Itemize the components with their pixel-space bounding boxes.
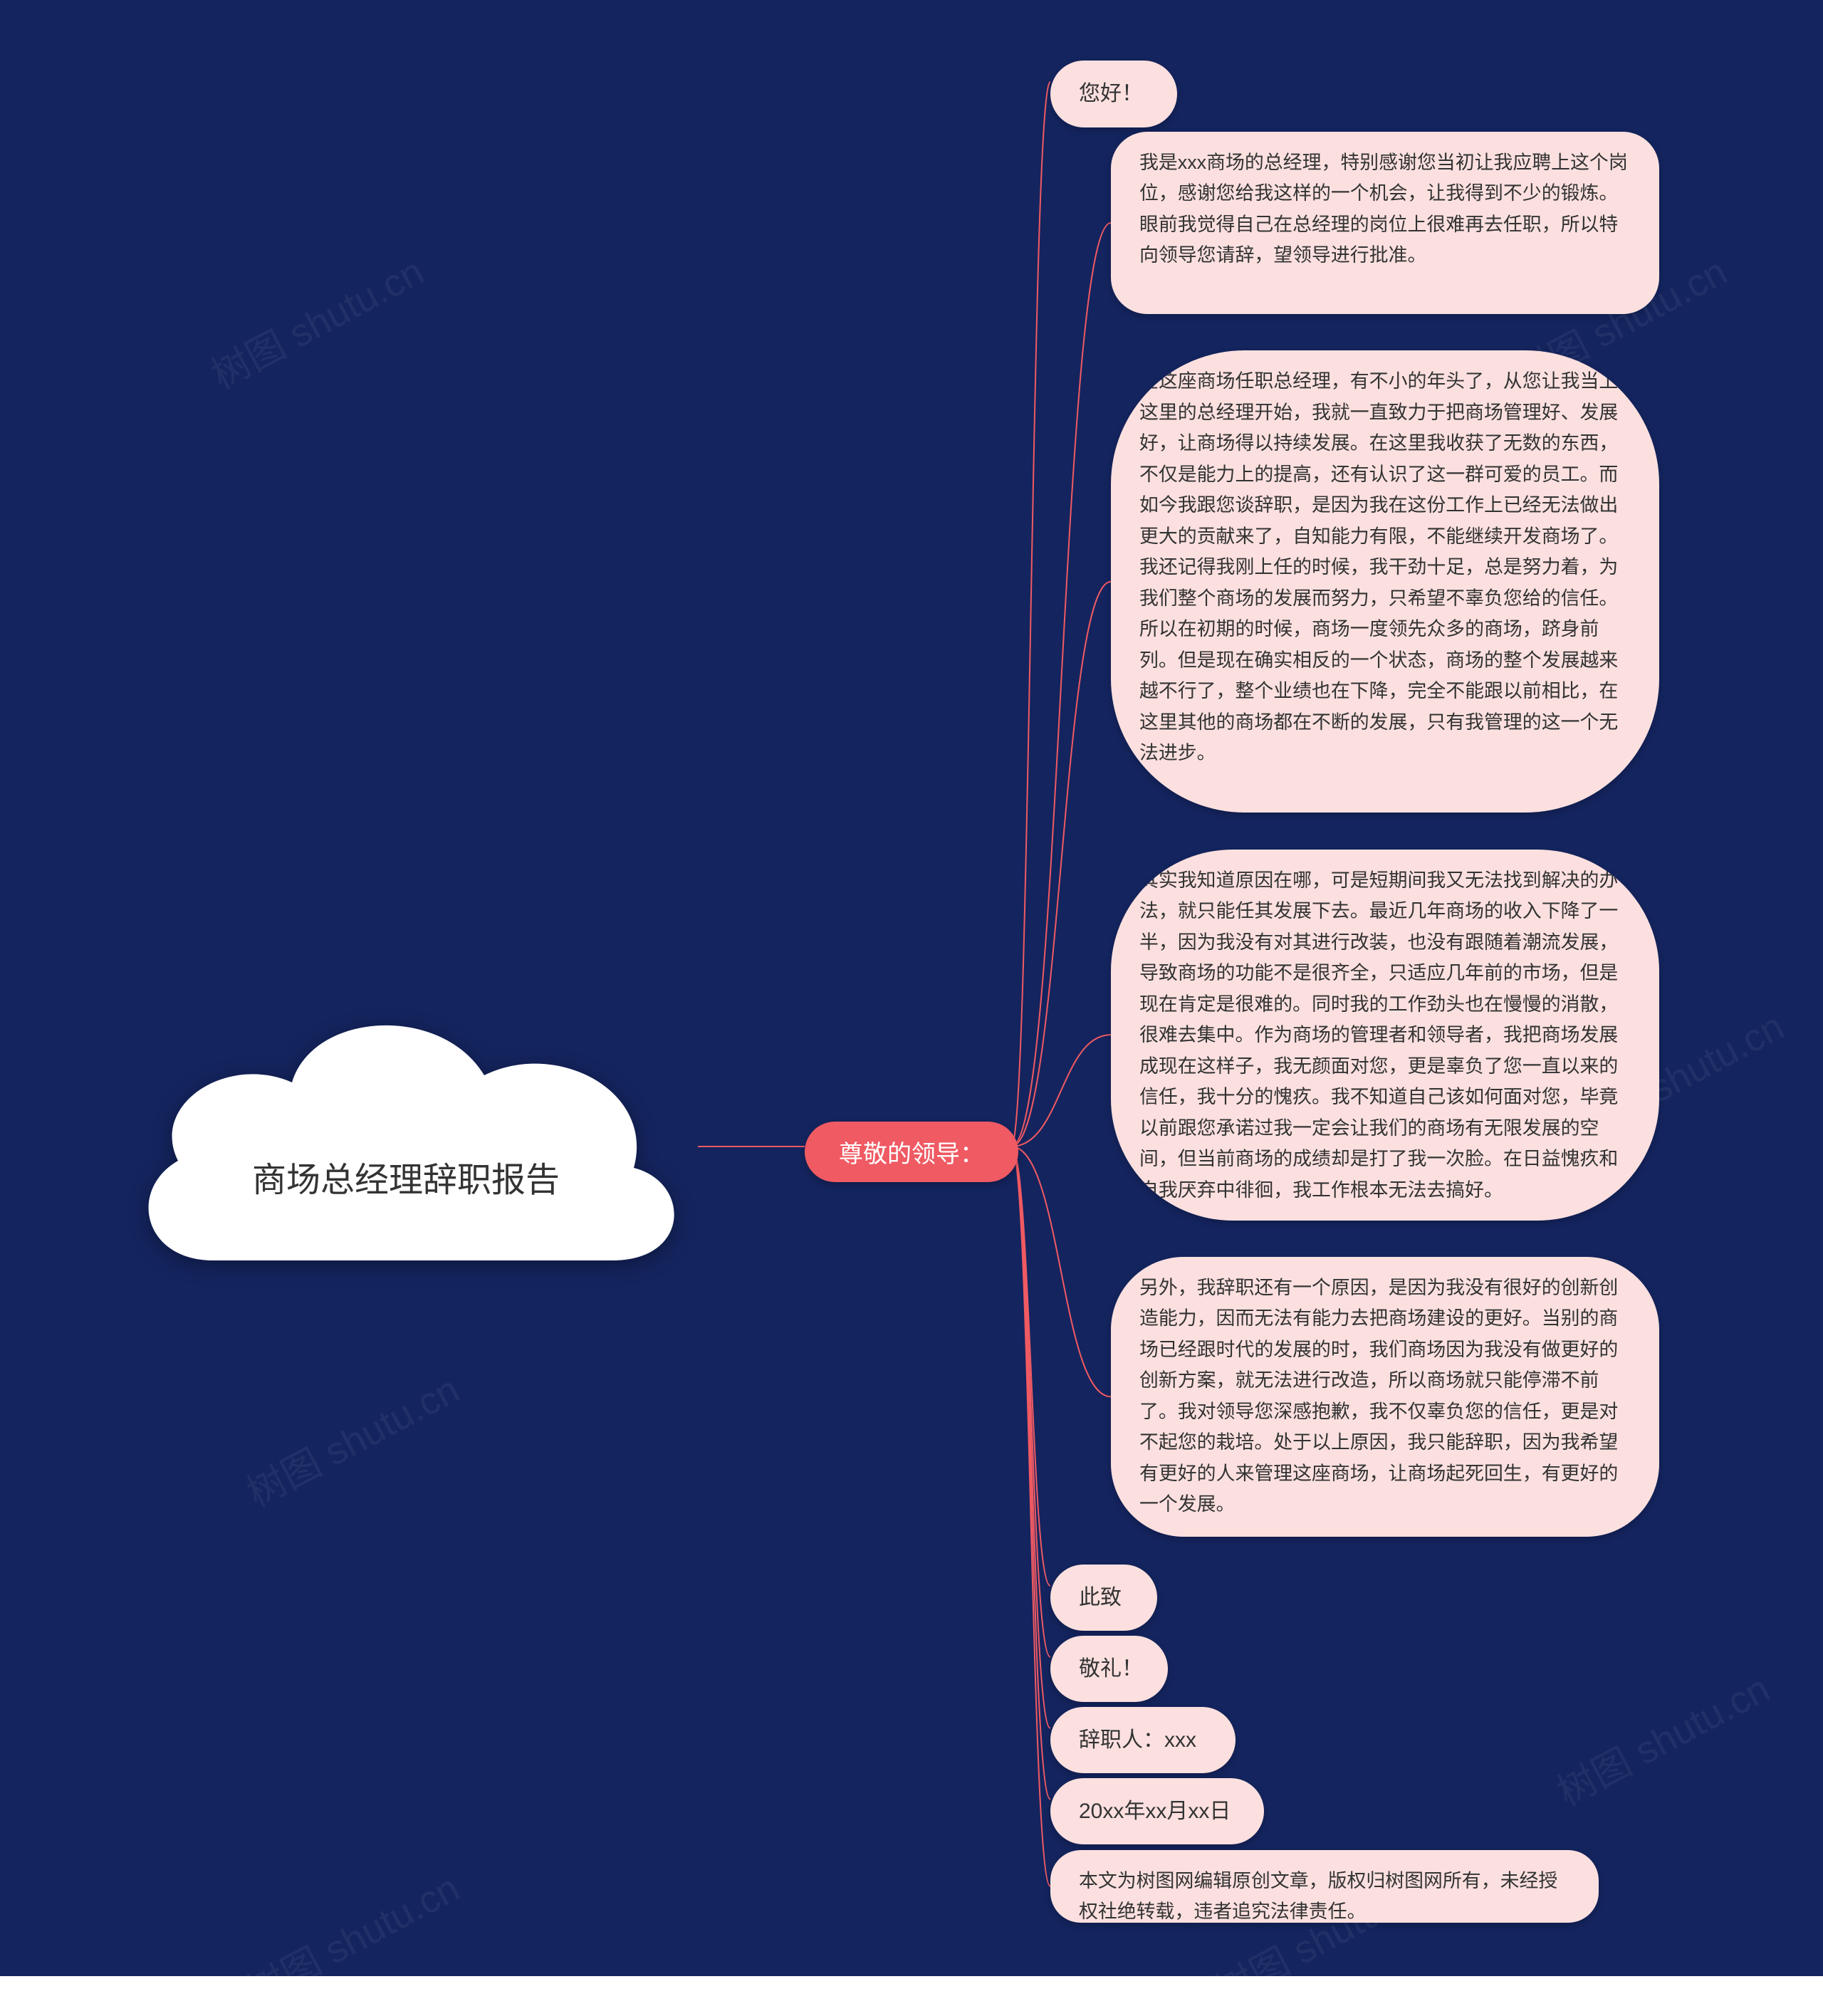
leaf-copyright[interactable]: 本文为树图网编辑原创文章，版权归树图网所有，未经授权社绝转载，违者追究法律责任。	[1050, 1850, 1599, 1923]
leaf-cizhi[interactable]: 此致	[1050, 1565, 1157, 1631]
leaf-para-intro[interactable]: 我是xxx商场的总经理，特别感谢您当初让我应聘上这个岗位，感谢您给我这样的一个机…	[1111, 132, 1659, 314]
leaf-signer[interactable]: 辞职人：xxx	[1050, 1707, 1236, 1774]
leaf-jingli[interactable]: 敬礼！	[1050, 1636, 1168, 1703]
watermark: 树图 shutu.cn	[200, 241, 432, 399]
watermark: 树图 shutu.cn	[1546, 1658, 1778, 1817]
root-label: 商场总经理辞职报告	[252, 1151, 560, 1201]
leaf-para-tenure[interactable]: 在这座商场任职总经理，有不小的年头了，从您让我当上这里的总经理开始，我就一直致力…	[1111, 350, 1659, 813]
leaf-para-reason[interactable]: 其实我知道原因在哪，可是短期间我又无法找到解决的办法，就只能任其发展下去。最近几…	[1111, 850, 1659, 1221]
leaf-greeting[interactable]: 您好！	[1050, 61, 1177, 127]
watermark: 树图 shutu.cn	[236, 1857, 468, 2016]
mid-node[interactable]: 尊敬的领导：	[805, 1122, 1018, 1182]
root-node[interactable]: 商场总经理辞职报告	[114, 961, 698, 1332]
watermark: 树图 shutu.cn	[236, 1359, 468, 1518]
mindmap-canvas: 树图 shutu.cn树图 shutu.cn树图 shutu.cn树图 shut…	[0, 0, 1823, 1976]
leaf-para-other[interactable]: 另外，我辞职还有一个原因，是因为我没有很好的创新创造能力，因而无法有能力去把商场…	[1111, 1257, 1659, 1537]
leaf-date[interactable]: 20xx年xx月xx日	[1050, 1778, 1264, 1845]
